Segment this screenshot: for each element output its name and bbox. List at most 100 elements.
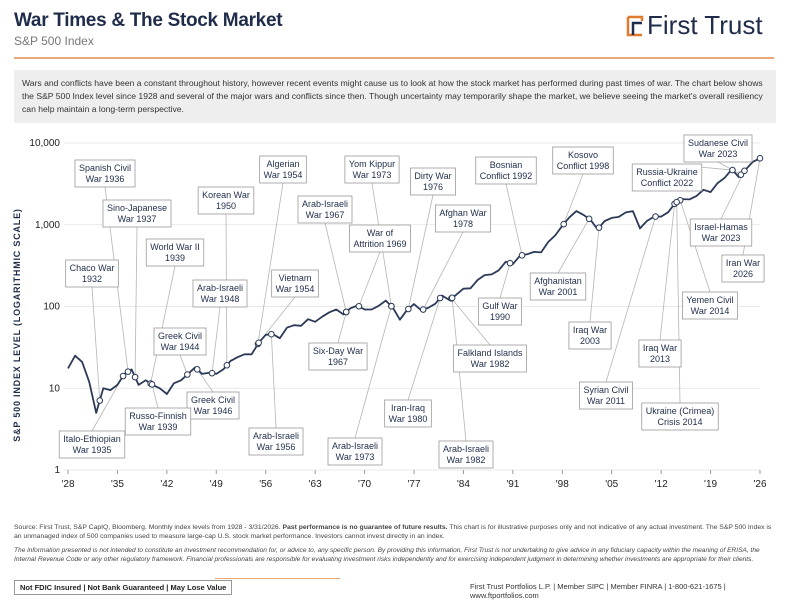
callout-label: 1976 [423, 182, 443, 192]
callout-box [102, 199, 172, 228]
callout-label: War of [367, 228, 394, 238]
event-marker [342, 308, 350, 316]
callout-box [475, 156, 537, 185]
x-tick-label: '56 [259, 479, 272, 490]
callout-label: 1978 [453, 219, 473, 229]
callout-label: Bosnian [490, 160, 523, 170]
event-marker [268, 330, 275, 338]
callout-label: Arab-Israeli [197, 283, 243, 293]
y-axis-label: S&P 500 INDEX LEVEL (LOGARITHMIC SCALE) [12, 208, 22, 441]
callout-box [683, 134, 753, 163]
callout-label: War 1946 [194, 406, 233, 416]
callout-box [438, 440, 494, 469]
logo: First Trust [626, 10, 763, 41]
callout-box [248, 427, 304, 456]
leader-line [91, 286, 101, 401]
callout-label: War 2001 [539, 287, 578, 297]
leader-line [358, 251, 381, 307]
callout-label: 1990 [490, 312, 510, 322]
callout-label: Iraq War [573, 325, 607, 335]
event-marker [208, 369, 216, 377]
callout-label: War 2023 [699, 149, 738, 159]
callout-label: Ukraine (Crimea) [646, 406, 715, 416]
callout-box [327, 437, 383, 466]
chart: S&P 500 INDEX LEVEL (LOGARITHMIC SCALE) … [12, 134, 767, 490]
x-tick-label: '77 [407, 479, 420, 490]
callout-label: War 1956 [257, 442, 296, 452]
badges: Not FDIC Insured | Not Bank Guaranteed |… [14, 580, 233, 595]
callout-label: Spanish Civil [79, 163, 131, 173]
leader-line [270, 334, 277, 429]
callout-box [58, 430, 126, 459]
callout-box [344, 155, 400, 184]
callout-label: Kosovo [568, 150, 598, 160]
callout-box [579, 381, 633, 410]
event-marker [148, 381, 156, 388]
callout-box [689, 218, 753, 247]
callout-label: Italo-Ethiopian [63, 434, 121, 444]
callout-box [297, 195, 353, 224]
callout-label: War 1935 [73, 445, 112, 455]
event-marker [756, 154, 764, 162]
event-marker [355, 302, 363, 310]
callout-label: War 1937 [118, 214, 157, 224]
callout-label: World War II [150, 242, 200, 252]
callout-label: War 1954 [264, 170, 303, 180]
disclaimer: The information presented is not intende… [14, 547, 760, 563]
callout-label: Iran War [726, 258, 760, 268]
logo-text: First Trust [647, 10, 763, 40]
leader-line [451, 298, 491, 346]
leader-line [717, 161, 742, 176]
leader-line [505, 183, 523, 256]
event-marker [560, 220, 567, 228]
callout-label: Conflict 2022 [641, 178, 694, 188]
callout-box [384, 399, 432, 428]
callout-label: War 2023 [702, 233, 741, 243]
callout-label: Sino-Japanese [107, 203, 167, 213]
leader-line [557, 218, 590, 274]
source: Source: First Trust, S&P CapIQ, Bloomber… [14, 523, 774, 541]
callout-box [74, 159, 136, 188]
callout-label: Arab-Israeli [302, 199, 348, 209]
callout-box [259, 155, 307, 184]
callout-label: Greek Civil [191, 395, 235, 405]
callout-label: Russia-Ukraine [636, 167, 698, 177]
callout-label: 2003 [580, 336, 600, 346]
callout-label: Six-Day War [313, 346, 363, 356]
divider [215, 578, 340, 579]
callout-label: Israel-Hamas [694, 222, 748, 232]
callout-box [308, 342, 368, 371]
callout-label: War 1939 [139, 422, 178, 432]
callout-label: Afghanistan [534, 276, 582, 286]
callout-box [124, 407, 192, 436]
callout-box [638, 339, 682, 368]
callout-label: Arab-Israeli [332, 441, 378, 451]
leader-line [407, 297, 441, 401]
callout-box [641, 402, 719, 431]
callout-label: Chaco War [70, 263, 115, 273]
callout-box [349, 224, 411, 253]
x-tick-label: '98 [556, 479, 569, 490]
callout-label: Sudanese Civil [688, 138, 748, 148]
callout-label: Dirty War [414, 171, 451, 181]
callout-label: Syrian Civil [583, 385, 628, 395]
event-marker [448, 294, 456, 302]
leader-line [257, 182, 284, 344]
callout-box [197, 186, 255, 215]
